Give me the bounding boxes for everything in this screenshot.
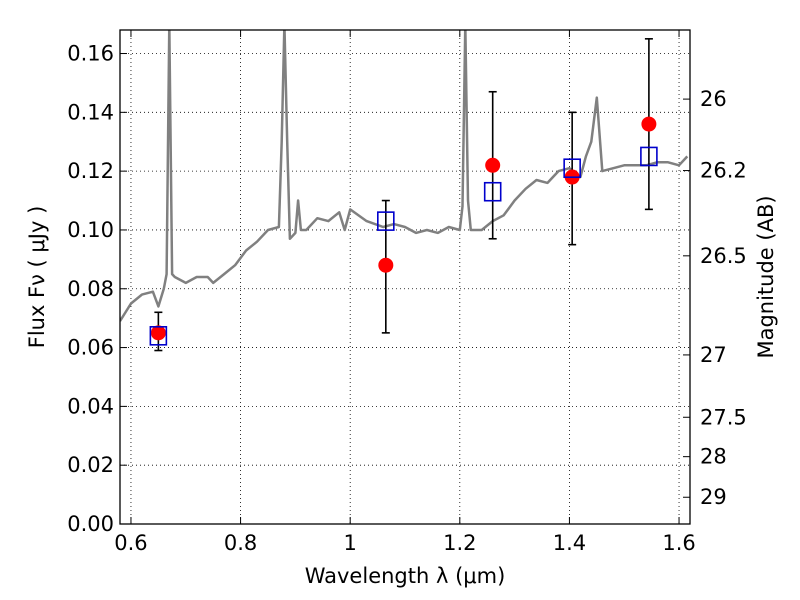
right-tick-label: 26.5 [700, 244, 747, 268]
plot-frame [119, 29, 691, 525]
x-axis-label: Wavelength λ (μm) [305, 564, 506, 588]
template-spectrum-line [120, 30, 689, 322]
y-tick-label: 0.16 [67, 42, 114, 66]
y-tick-label: 0.00 [67, 512, 114, 536]
data-markers [149, 116, 658, 346]
x-tick-label: 1.4 [553, 531, 586, 555]
y-tick-label: 0.12 [67, 159, 114, 183]
y-axis-label: Flux Fν ( μJy ) [25, 206, 49, 349]
y-tick-label: 0.08 [67, 277, 114, 301]
ticks [120, 30, 690, 525]
y-tick-label: 0.14 [67, 100, 114, 124]
x-tick-label: 0.8 [224, 531, 257, 555]
y-tick-label: 0.10 [67, 218, 114, 242]
observed-flux-point [378, 257, 394, 273]
x-tick-label: 1.6 [662, 531, 695, 555]
observed-flux-point [150, 325, 166, 341]
right-tick-label: 26 [700, 87, 727, 111]
x-tick-label: 1 [344, 531, 357, 555]
model-flux-square [640, 146, 658, 167]
y-tick-label: 0.04 [67, 394, 114, 418]
x-tick-label: 0.6 [114, 531, 147, 555]
x-tick-label: 1.2 [443, 531, 476, 555]
right-tick-label: 28 [700, 445, 727, 469]
right-tick-label: 27.5 [700, 405, 747, 429]
y-tick-label: 0.06 [67, 336, 114, 360]
right-axis-label: Magnitude (AB) [754, 195, 778, 358]
right-tick-label: 27 [700, 343, 727, 367]
right-tick-label: 26.2 [700, 159, 747, 183]
plot-area [120, 30, 689, 322]
model-flux-square [149, 326, 168, 346]
model-flux-square [483, 181, 502, 202]
model-flux-square [563, 158, 581, 179]
y-tick-label: 0.02 [67, 453, 114, 477]
observed-flux-point [485, 157, 501, 173]
model-flux-square [377, 211, 395, 231]
tick-labels: 0.6 0.8 1 1.2 1.4 1.6 0.00 0.02 0.04 0.06 0.08 0.10… [67, 42, 747, 555]
observed-flux-point [641, 116, 657, 132]
right-tick-label: 29 [700, 485, 727, 509]
